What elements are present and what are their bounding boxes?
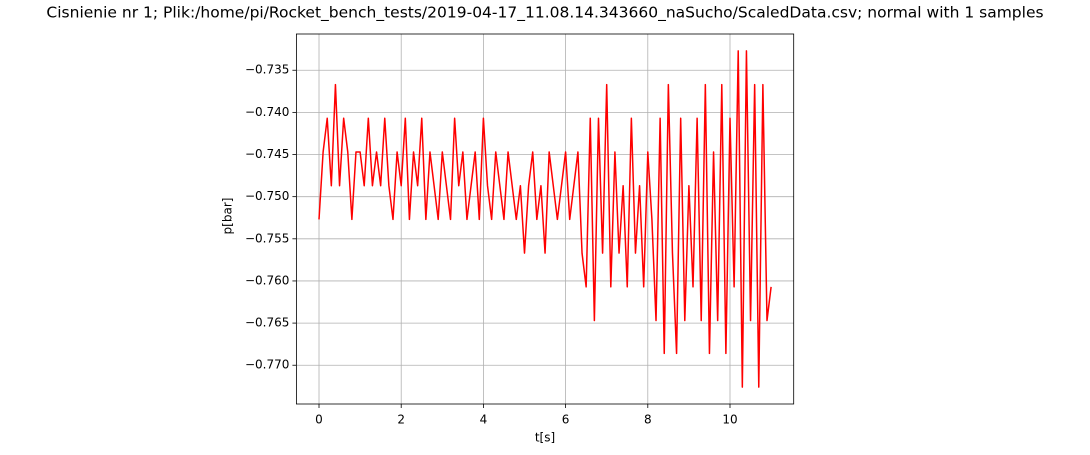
x-tick-label: 0 xyxy=(315,413,323,427)
y-tick-label: −0.735 xyxy=(245,63,289,77)
x-tick-label: 8 xyxy=(644,413,652,427)
data-line xyxy=(318,50,772,388)
y-axis-label: p[bar] xyxy=(221,198,235,235)
y-tick-label: −0.760 xyxy=(245,273,289,287)
y-tick-label: −0.755 xyxy=(245,231,289,245)
y-tick-label: −0.765 xyxy=(245,316,289,330)
x-axis-label: t[s] xyxy=(535,431,555,445)
x-tick-label: 2 xyxy=(397,413,405,427)
y-tick-label: −0.745 xyxy=(245,147,289,161)
y-tick-label: −0.740 xyxy=(245,105,289,119)
chart-title: Cisnienie nr 1; Plik:/home/pi/Rocket_ben… xyxy=(46,4,1043,23)
x-tick-label: 6 xyxy=(562,413,570,427)
x-tick-label: 4 xyxy=(480,413,488,427)
plot-frame xyxy=(295,33,795,405)
x-tick-label: 10 xyxy=(722,413,737,427)
y-tick-label: −0.750 xyxy=(245,189,289,203)
y-tick-label: −0.770 xyxy=(245,358,289,372)
